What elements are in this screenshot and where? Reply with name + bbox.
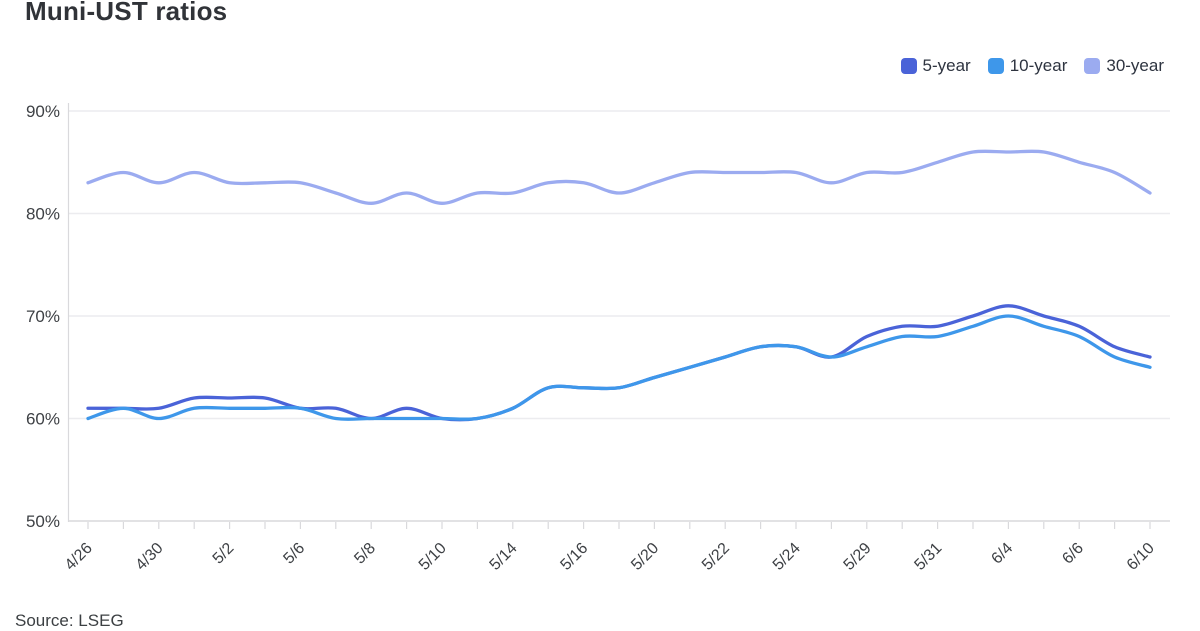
legend-swatch-5-year-icon: [900, 58, 917, 74]
legend-swatch-10-year-icon: [987, 58, 1004, 74]
chart-legend: 5-year 10-year 30-year: [900, 56, 1164, 76]
page-title: Muni-UST ratios: [25, 0, 228, 26]
x-axis-label-6-4: 6/4: [988, 540, 1016, 568]
y-axis-label-70: 70%: [26, 307, 60, 326]
x-axis-label-5-8: 5/8: [351, 540, 379, 568]
legend-label-10-year: 10-year: [1009, 56, 1068, 75]
series-line-30-year: [86, 149, 1152, 205]
y-axis-label-60: 60%: [26, 410, 60, 429]
x-axis-label-5-10: 5/10: [416, 540, 450, 574]
legend-item-5-year[interactable]: 5-year: [900, 56, 971, 76]
legend-label-5-year: 5-year: [922, 56, 971, 75]
x-axis-label-5-31: 5/31: [911, 540, 945, 574]
source-label: Source: LSEG: [15, 611, 124, 630]
series-line-5-year: [86, 304, 1152, 422]
legend-item-30-year[interactable]: 30-year: [1084, 56, 1164, 76]
legend-item-10-year[interactable]: 10-year: [987, 56, 1068, 76]
x-axis-label-5-20: 5/20: [628, 540, 662, 574]
x-axis-label-4-26: 4/26: [62, 540, 96, 574]
series-line-10-year: [86, 314, 1152, 421]
x-axis-label-5-2: 5/2: [210, 540, 238, 568]
x-axis-label-5-29: 5/29: [841, 540, 875, 574]
x-axis-label-5-6: 5/6: [280, 540, 308, 568]
x-axis-label-5-14: 5/14: [487, 540, 521, 574]
y-axis-label-90: 90%: [26, 102, 60, 121]
x-axis-label-6-6: 6/6: [1059, 540, 1087, 568]
legend-label-30-year: 30-year: [1106, 56, 1164, 75]
x-axis-label-4-30: 4/30: [133, 540, 167, 574]
y-axis-label-80: 80%: [26, 205, 60, 224]
x-axis-label-5-22: 5/22: [699, 540, 733, 574]
y-axis-label-50: 50%: [26, 512, 60, 531]
x-axis-label-5-24: 5/24: [770, 540, 804, 574]
x-axis-label-6-10: 6/10: [1124, 540, 1158, 574]
x-axis-label-5-16: 5/16: [557, 540, 591, 574]
legend-swatch-30-year-icon: [1084, 58, 1101, 74]
